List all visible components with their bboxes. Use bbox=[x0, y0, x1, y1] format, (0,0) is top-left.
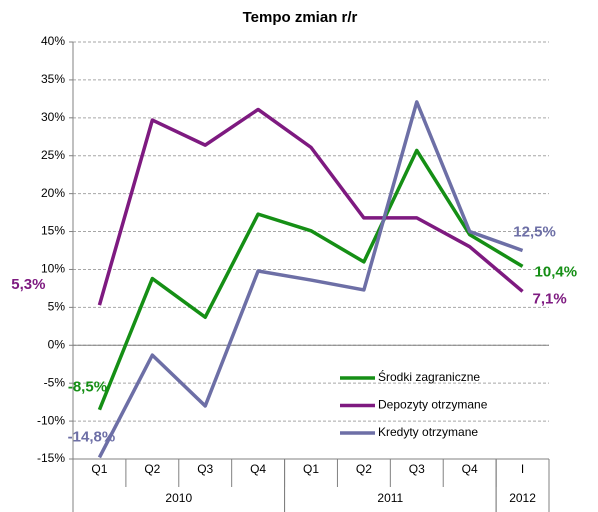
chart-title: Tempo zmian r/r bbox=[243, 9, 358, 26]
y-tick-label: -5% bbox=[44, 375, 66, 389]
legend-label: Depozyty otrzymane bbox=[378, 398, 488, 412]
x-tick-label: Q1 bbox=[303, 462, 319, 476]
y-tick-label: 40% bbox=[41, 34, 65, 48]
x-tick-label: Q1 bbox=[91, 462, 107, 476]
y-tick-label: -10% bbox=[37, 413, 65, 427]
y-tick-label: 0% bbox=[48, 337, 66, 351]
group-label: 2012 bbox=[509, 491, 536, 505]
group-label: 2011 bbox=[377, 491, 403, 505]
legend-label: Kredyty otrzymane bbox=[378, 425, 478, 439]
y-tick-label: 20% bbox=[41, 186, 65, 200]
y-tick-label: 15% bbox=[41, 224, 65, 238]
data-label: -8,5% bbox=[68, 379, 107, 396]
series-line bbox=[97, 107, 524, 306]
x-tick-label: Q3 bbox=[409, 462, 425, 476]
data-label: 7,1% bbox=[533, 290, 567, 307]
x-tick-label: Q4 bbox=[462, 462, 478, 476]
series-line bbox=[97, 100, 524, 459]
data-label: 5,3% bbox=[11, 276, 45, 293]
group-label: 2010 bbox=[165, 491, 192, 505]
x-tick-label: I bbox=[521, 462, 524, 476]
x-tick-label: Q3 bbox=[197, 462, 213, 476]
series-line bbox=[97, 148, 524, 411]
y-tick-label: -15% bbox=[37, 451, 65, 465]
legend-label: Środki zagraniczne bbox=[378, 369, 480, 384]
data-label: 10,4% bbox=[535, 263, 578, 280]
x-tick-label: Q4 bbox=[250, 462, 266, 476]
y-tick-label: 25% bbox=[41, 148, 65, 162]
y-tick-label: 35% bbox=[41, 72, 65, 86]
y-tick-label: 5% bbox=[48, 300, 66, 314]
y-tick-label: 10% bbox=[41, 262, 65, 276]
x-tick-label: Q2 bbox=[144, 462, 160, 476]
x-tick-label: Q2 bbox=[356, 462, 372, 476]
y-tick-label: 30% bbox=[41, 110, 65, 124]
data-label: 12,5% bbox=[513, 223, 556, 240]
data-label: -14,8% bbox=[68, 428, 116, 445]
